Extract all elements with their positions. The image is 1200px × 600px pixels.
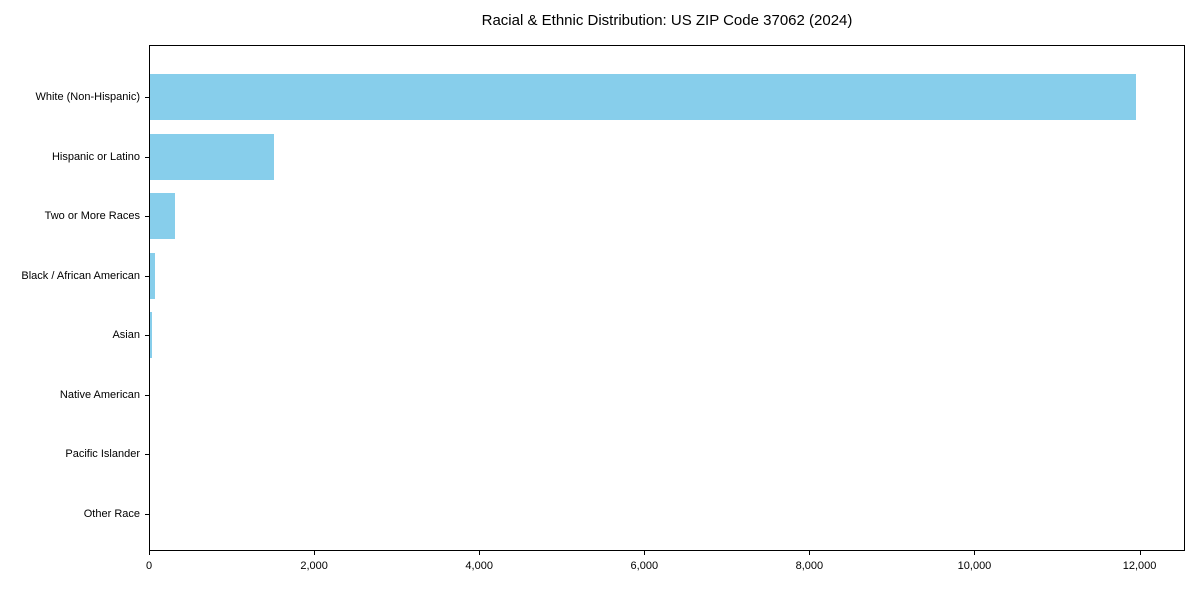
x-tick-mark [314,551,316,555]
y-tick-label: Two or More Races [44,210,140,223]
x-tick-mark [1139,551,1141,555]
bar-two-or-more-races [150,193,175,240]
y-tick-label: Asian [112,329,140,342]
plot-area [149,45,1185,551]
x-tick-mark [149,551,150,555]
y-tick-label: Black / African American [21,269,140,282]
x-tick-label: 12,000 [1122,560,1157,572]
y-tick-label: Hispanic or Latino [51,150,140,163]
x-tick-mark [479,551,481,555]
y-tick-label: Pacific Islander [65,448,140,461]
x-tick-mark [974,551,976,555]
x-tick-label: 2,000 [300,560,328,572]
x-tick-mark [644,551,646,555]
x-tick-label: 6,000 [630,560,659,572]
x-tick-label: 0 [145,560,153,572]
bar-black-african-american [150,252,155,299]
bars-layer [150,46,1184,550]
x-tick-label: 4,000 [465,560,493,572]
bar-white-non-hispanic [150,74,1136,120]
bar-asian [150,312,152,359]
bar-hispanic-or-latino [150,133,274,180]
y-tick-label: Other Race [83,507,140,520]
x-tick-mark [809,551,811,555]
y-tick-label: White (Non-Hispanic) [35,91,140,103]
chart-title: Racial & Ethnic Distribution: US ZIP Cod… [481,12,853,29]
x-tick-label: 8,000 [795,560,824,572]
x-tick-label: 10,000 [957,560,992,572]
y-tick-label: Native American [59,388,140,401]
